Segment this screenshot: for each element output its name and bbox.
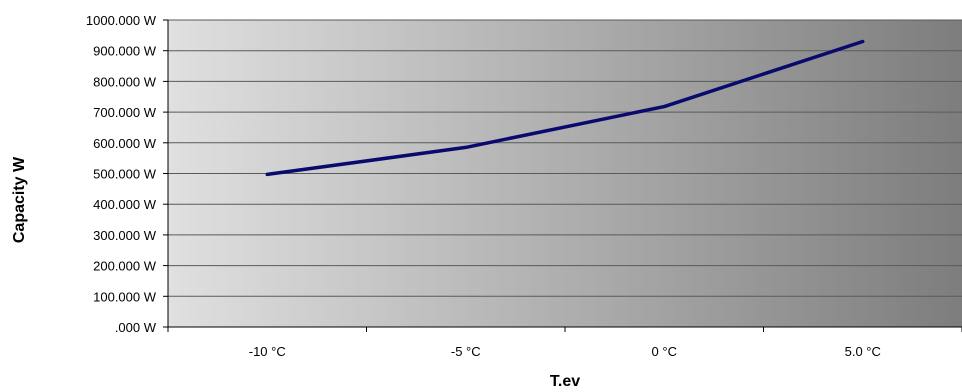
y-tick-label: 600.000 W [93, 136, 157, 151]
y-tick-label: 900.000 W [93, 44, 157, 59]
series-layer [265, 39, 865, 177]
x-tick-labels: -10 °C -5 °C 0 °C 5.0 °C [249, 344, 881, 359]
x-tick-label: 0 °C [652, 344, 677, 359]
y-tick-label: 700.000 W [93, 105, 157, 120]
y-tick-label: .000 W [115, 320, 157, 335]
gridlines [168, 19, 962, 297]
y-tick-label: 200.000 W [93, 259, 157, 274]
x-tick-label: -5 °C [451, 344, 481, 359]
y-axis-title: Capacity W [11, 156, 28, 243]
y-tick-label: 100.000 W [93, 289, 157, 304]
data-point [464, 145, 468, 149]
y-tick-label: 1000.000 W [86, 13, 157, 28]
x-axis-title: T.ev [550, 373, 580, 390]
data-point [265, 172, 269, 176]
y-tick-label: 300.000 W [93, 228, 157, 243]
axes [163, 19, 962, 332]
y-tick-label: 500.000 W [93, 167, 157, 182]
y-tick-label: 800.000 W [93, 74, 157, 89]
y-tick-label: 400.000 W [93, 197, 157, 212]
x-tick-label: 5.0 °C [845, 344, 881, 359]
x-tick-label: -10 °C [249, 344, 286, 359]
data-point [662, 105, 666, 109]
data-point [861, 39, 865, 43]
series-line [265, 39, 865, 177]
y-tick-labels: .000 W 100.000 W 200.000 W 300.000 W 400.000… [86, 13, 157, 335]
